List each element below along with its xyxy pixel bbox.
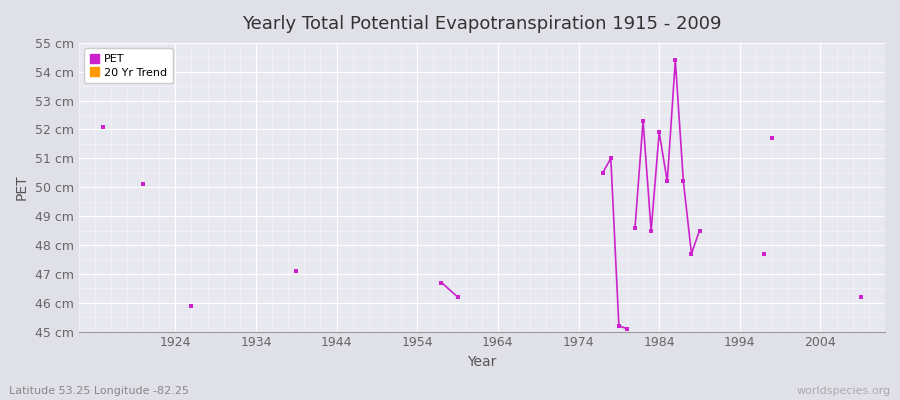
- Text: worldspecies.org: worldspecies.org: [796, 386, 891, 396]
- Y-axis label: PET: PET: [15, 174, 29, 200]
- Title: Yearly Total Potential Evapotranspiration 1915 - 2009: Yearly Total Potential Evapotranspiratio…: [242, 15, 722, 33]
- Text: Latitude 53.25 Longitude -82.25: Latitude 53.25 Longitude -82.25: [9, 386, 189, 396]
- X-axis label: Year: Year: [467, 355, 497, 369]
- Legend: PET, 20 Yr Trend: PET, 20 Yr Trend: [84, 48, 173, 83]
